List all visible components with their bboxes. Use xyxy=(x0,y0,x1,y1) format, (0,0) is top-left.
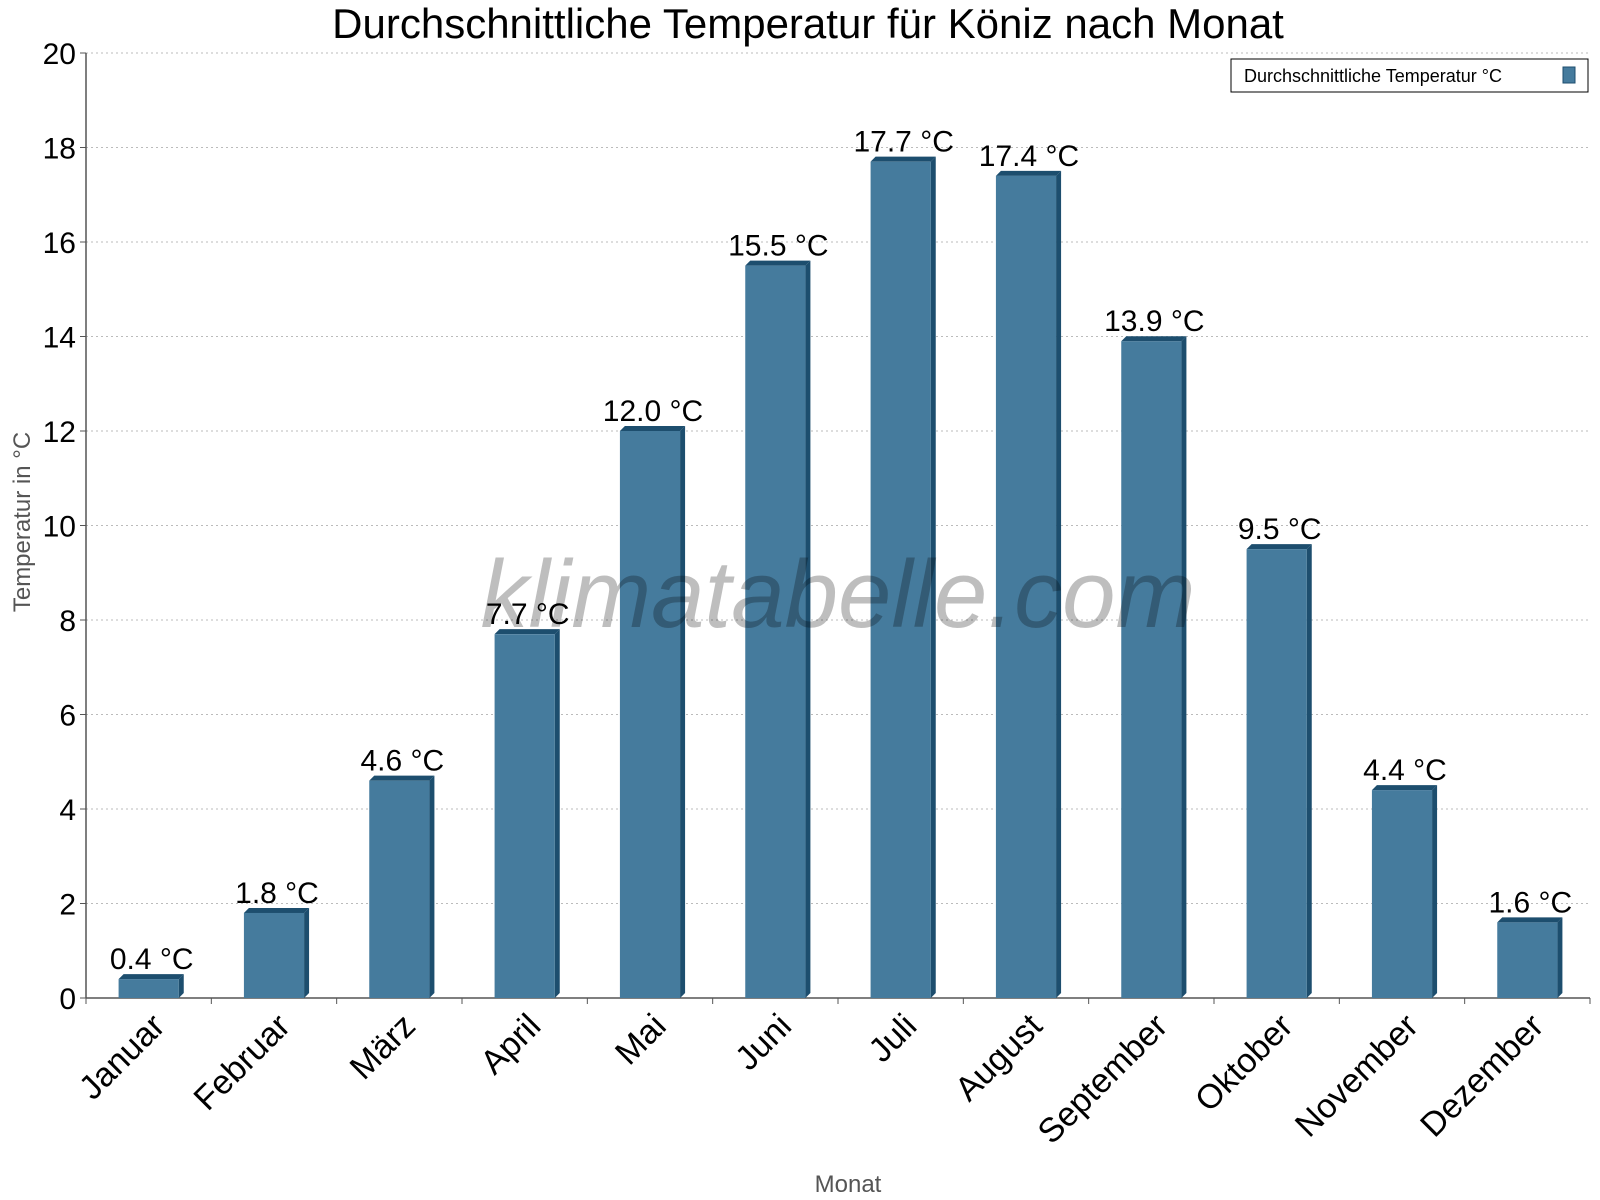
legend-swatch xyxy=(1562,66,1576,84)
bar-top xyxy=(369,775,435,781)
x-tick-label: August xyxy=(948,1006,1050,1108)
bar-side xyxy=(304,907,310,998)
bar-side xyxy=(1056,170,1062,999)
bar: 13.9 °C xyxy=(1104,305,1205,999)
bar-side xyxy=(429,775,435,998)
y-ticks: 0 2 4 6 8 10 12 14 16 18 20 xyxy=(43,38,86,1016)
bar-front xyxy=(870,161,931,999)
y-tick-label: 14 xyxy=(43,322,76,355)
bar-top xyxy=(1497,917,1563,923)
y-tick-label: 18 xyxy=(43,133,76,166)
bar-top xyxy=(118,974,184,980)
watermark: klimatabelle.com xyxy=(481,541,1196,648)
bar: 9.5 °C xyxy=(1238,513,1322,998)
bar: 12.0 °C xyxy=(603,395,703,998)
data-label: 1.6 °C xyxy=(1488,886,1572,919)
bar-front xyxy=(369,780,430,998)
y-tick-label: 6 xyxy=(59,700,76,733)
data-label: 17.7 °C xyxy=(853,126,953,159)
x-tick-label: Mai xyxy=(608,1007,674,1073)
bar-top xyxy=(619,426,686,431)
x-tick-label: Februar xyxy=(187,1007,298,1118)
y-tick-label: 20 xyxy=(43,38,76,71)
x-tick-label: April xyxy=(473,1007,548,1082)
bar-side xyxy=(1557,917,1563,998)
bar-top xyxy=(1121,336,1187,342)
data-label: 4.6 °C xyxy=(360,745,444,778)
data-label: 15.5 °C xyxy=(728,230,828,263)
data-label: 7.7 °C xyxy=(486,598,570,631)
data-label: 4.4 °C xyxy=(1363,754,1447,787)
bar-side xyxy=(805,260,811,998)
bar-top xyxy=(745,260,811,266)
y-tick-label: 0 xyxy=(59,983,76,1016)
x-tick-label: Oktober xyxy=(1188,1007,1300,1119)
bar-top xyxy=(870,156,936,162)
bar-front xyxy=(995,175,1057,999)
data-label: 1.8 °C xyxy=(235,877,319,910)
bar: 4.4 °C xyxy=(1363,754,1447,998)
y-tick-label: 10 xyxy=(43,511,76,544)
data-label: 17.4 °C xyxy=(979,140,1079,173)
legend: Durchschnittliche Temperatur °C xyxy=(1230,58,1589,93)
bar-front xyxy=(118,979,179,998)
bar-side xyxy=(930,156,936,999)
grid xyxy=(86,52,1590,904)
bar-top xyxy=(1246,544,1312,550)
bar-top xyxy=(995,170,1062,176)
bar: 0.4 °C xyxy=(110,943,194,998)
legend-label: Durchschnittliche Temperatur °C xyxy=(1244,66,1502,86)
data-label: 13.9 °C xyxy=(1104,305,1204,338)
bar-side xyxy=(1306,544,1312,998)
bar-front xyxy=(1371,790,1433,998)
bar: 17.4 °C xyxy=(979,140,1079,999)
bar-front xyxy=(745,265,806,998)
bar: 17.7 °C xyxy=(853,126,954,999)
axes xyxy=(85,53,1591,1004)
bar-top xyxy=(1371,785,1438,791)
bar: 15.5 °C xyxy=(728,230,829,998)
x-tick-label: Juli xyxy=(861,1007,924,1070)
bar: 1.8 °C xyxy=(235,877,319,998)
bar-top xyxy=(494,629,560,635)
bar-front xyxy=(1497,922,1558,998)
x-tick-label: Juni xyxy=(728,1007,799,1078)
x-tick-labels: Januar Februar März April Mai Juni Juli AugustS… xyxy=(72,1006,1551,1151)
data-label: 12.0 °C xyxy=(603,395,703,428)
bar-front xyxy=(619,431,681,998)
y-axis-title: Temperatur in °C xyxy=(9,432,36,612)
bar-side xyxy=(178,974,184,998)
chart-title: Durchschnittliche Temperatur für Köniz n… xyxy=(332,0,1284,47)
bar: 1.6 °C xyxy=(1488,886,1572,998)
data-label: 0.4 °C xyxy=(110,943,194,976)
x-tick-label: März xyxy=(343,1007,423,1087)
data-label: 9.5 °C xyxy=(1238,513,1322,546)
y-tick-label: 16 xyxy=(43,227,76,260)
y-tick-label: 8 xyxy=(59,605,76,638)
bar-side xyxy=(1432,785,1438,998)
bar: 7.7 °C xyxy=(486,598,570,998)
x-tick-label: November xyxy=(1288,1007,1426,1145)
bar-top xyxy=(243,907,310,913)
legend-box xyxy=(1230,58,1589,93)
bar-front xyxy=(1246,549,1307,998)
x-tick-label: September xyxy=(1031,1007,1175,1151)
x-tick-label: Dezember xyxy=(1413,1007,1551,1145)
bar-side xyxy=(1181,336,1187,999)
bar: 4.6 °C xyxy=(360,745,444,998)
bar-side xyxy=(554,629,560,998)
y-tick-label: 4 xyxy=(59,794,76,827)
bar-front xyxy=(243,912,305,998)
x-tick-label: Januar xyxy=(72,1007,172,1107)
bar-front xyxy=(1121,341,1182,999)
bar-front xyxy=(494,634,555,998)
y-tick-label: 2 xyxy=(59,889,76,922)
x-axis-title: Monat xyxy=(815,1171,882,1198)
bars: 0.4 °C 1.8 °C 4.6 °C 7.7 °C 12.0 °C 15.5 °C 17… xyxy=(110,126,1572,999)
y-tick-label: 12 xyxy=(43,416,76,449)
bar-side xyxy=(680,426,686,998)
